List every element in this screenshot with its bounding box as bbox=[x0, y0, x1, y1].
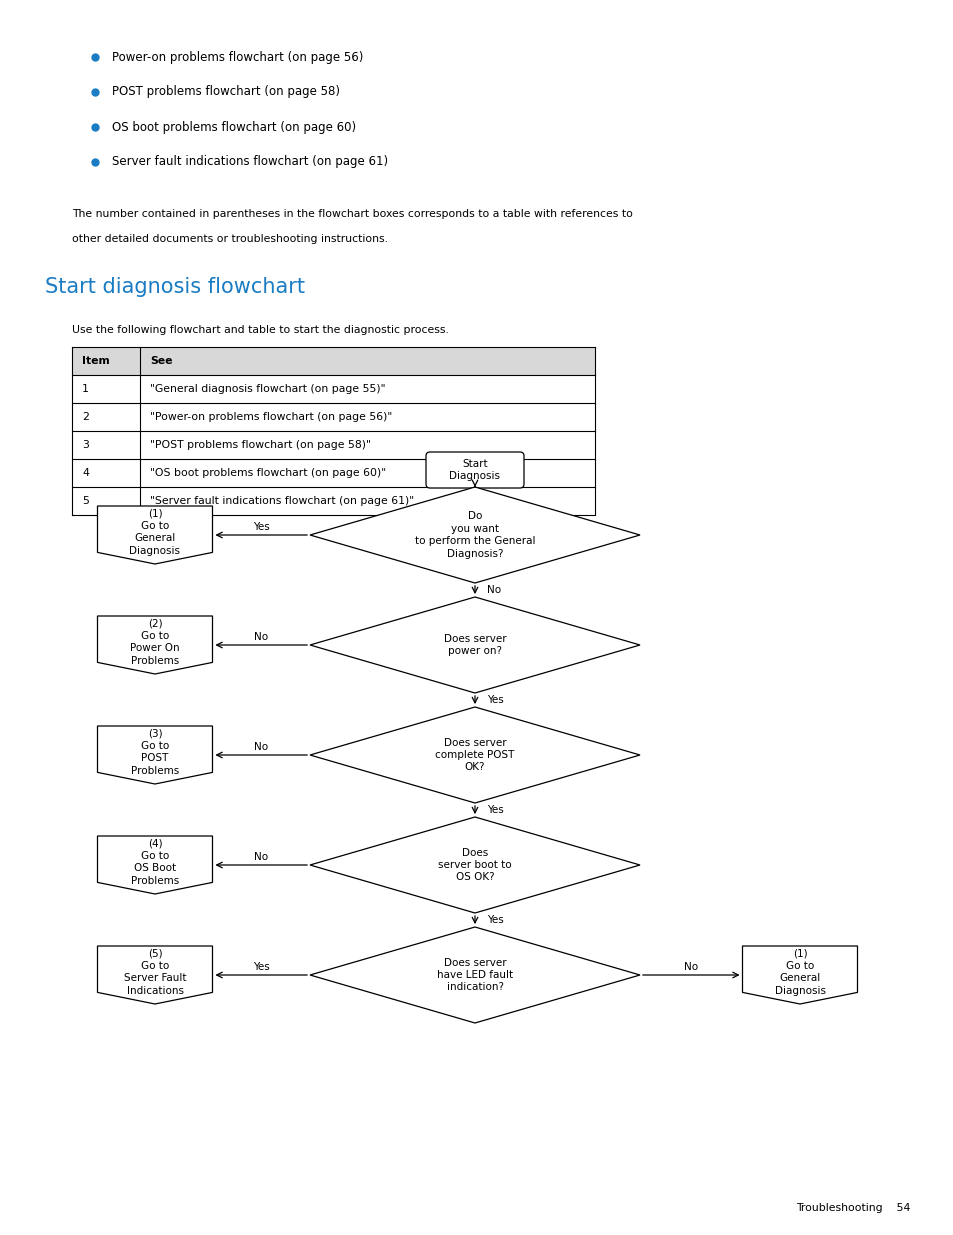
Text: 5: 5 bbox=[82, 496, 89, 506]
Polygon shape bbox=[310, 597, 639, 693]
Polygon shape bbox=[310, 927, 639, 1023]
Text: Item: Item bbox=[82, 356, 110, 366]
Bar bbox=[71, 347, 595, 375]
Text: Start
Diagnosis: Start Diagnosis bbox=[449, 458, 500, 482]
Text: Yes: Yes bbox=[486, 915, 503, 925]
Text: "General diagnosis flowchart (on page 55)": "General diagnosis flowchart (on page 55… bbox=[150, 384, 385, 394]
Text: "Server fault indications flowchart (on page 61)": "Server fault indications flowchart (on … bbox=[150, 496, 414, 506]
Polygon shape bbox=[310, 706, 639, 803]
Polygon shape bbox=[310, 818, 639, 913]
Text: (1)
Go to
General
Diagnosis: (1) Go to General Diagnosis bbox=[774, 948, 824, 995]
Text: Do
you want
to perform the General
Diagnosis?: Do you want to perform the General Diagn… bbox=[415, 511, 535, 558]
Text: Start diagnosis flowchart: Start diagnosis flowchart bbox=[45, 277, 305, 296]
Text: Yes: Yes bbox=[253, 522, 270, 532]
Text: POST problems flowchart (on page 58): POST problems flowchart (on page 58) bbox=[112, 85, 339, 99]
Text: (1)
Go to
General
Diagnosis: (1) Go to General Diagnosis bbox=[130, 509, 180, 556]
Text: No: No bbox=[486, 585, 500, 595]
Text: Use the following flowchart and table to start the diagnostic process.: Use the following flowchart and table to… bbox=[71, 325, 449, 335]
Polygon shape bbox=[97, 616, 213, 674]
Text: OS boot problems flowchart (on page 60): OS boot problems flowchart (on page 60) bbox=[112, 121, 355, 133]
Text: Does server
power on?: Does server power on? bbox=[443, 634, 506, 656]
Polygon shape bbox=[97, 506, 213, 564]
Text: Yes: Yes bbox=[253, 962, 270, 972]
Text: No: No bbox=[683, 962, 698, 972]
Text: Yes: Yes bbox=[486, 805, 503, 815]
Text: "Power-on problems flowchart (on page 56)": "Power-on problems flowchart (on page 56… bbox=[150, 412, 392, 422]
Text: See: See bbox=[150, 356, 172, 366]
Text: No: No bbox=[253, 632, 268, 642]
Text: Does server
have LED fault
indication?: Does server have LED fault indication? bbox=[436, 957, 513, 993]
Polygon shape bbox=[97, 946, 213, 1004]
Text: (3)
Go to
POST
Problems: (3) Go to POST Problems bbox=[131, 729, 179, 776]
Text: No: No bbox=[253, 852, 268, 862]
Text: Does server
complete POST
OK?: Does server complete POST OK? bbox=[435, 737, 515, 772]
Text: Does
server boot to
OS OK?: Does server boot to OS OK? bbox=[437, 847, 511, 882]
Text: 4: 4 bbox=[82, 468, 89, 478]
Text: (2)
Go to
Power On
Problems: (2) Go to Power On Problems bbox=[130, 619, 179, 666]
FancyBboxPatch shape bbox=[426, 452, 523, 488]
Text: (5)
Go to
Server Fault
Indications: (5) Go to Server Fault Indications bbox=[124, 948, 186, 995]
Text: Power-on problems flowchart (on page 56): Power-on problems flowchart (on page 56) bbox=[112, 51, 363, 63]
Text: Yes: Yes bbox=[486, 695, 503, 705]
Text: 3: 3 bbox=[82, 440, 89, 450]
Text: 2: 2 bbox=[82, 412, 89, 422]
Text: Troubleshooting    54: Troubleshooting 54 bbox=[795, 1203, 909, 1213]
Polygon shape bbox=[310, 487, 639, 583]
Polygon shape bbox=[97, 836, 213, 894]
Text: "POST problems flowchart (on page 58)": "POST problems flowchart (on page 58)" bbox=[150, 440, 371, 450]
Text: The number contained in parentheses in the flowchart boxes corresponds to a tabl: The number contained in parentheses in t… bbox=[71, 209, 632, 219]
Text: Server fault indications flowchart (on page 61): Server fault indications flowchart (on p… bbox=[112, 156, 388, 168]
Text: (4)
Go to
OS Boot
Problems: (4) Go to OS Boot Problems bbox=[131, 839, 179, 885]
Polygon shape bbox=[741, 946, 857, 1004]
Polygon shape bbox=[97, 726, 213, 784]
Text: No: No bbox=[253, 742, 268, 752]
Text: other detailed documents or troubleshooting instructions.: other detailed documents or troubleshoot… bbox=[71, 233, 388, 245]
Text: 1: 1 bbox=[82, 384, 89, 394]
Text: "OS boot problems flowchart (on page 60)": "OS boot problems flowchart (on page 60)… bbox=[150, 468, 386, 478]
